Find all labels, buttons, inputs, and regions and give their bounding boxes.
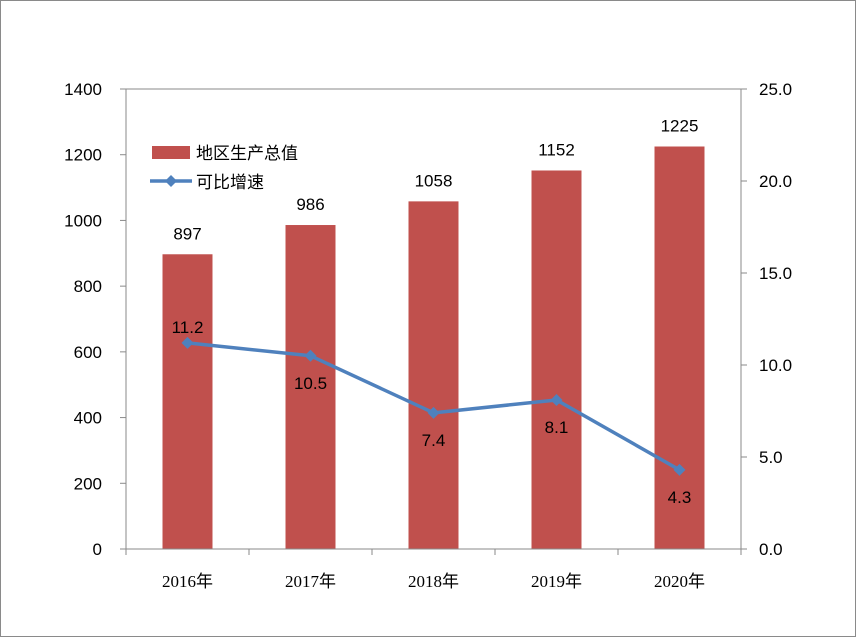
right-tick-label: 20.0 <box>759 172 792 191</box>
legend: 地区生产总值 可比增速 <box>150 144 298 193</box>
right-axis: 0.0 5.0 10.0 15.0 20.0 25.0 <box>740 80 792 559</box>
x-tick-label: 2018年 <box>408 572 459 591</box>
left-tick-label: 1200 <box>64 146 102 165</box>
right-tick-label: 10.0 <box>759 356 792 375</box>
line-value-label: 4.3 <box>668 488 692 507</box>
line-value-label: 11.2 <box>172 318 204 337</box>
line-data-labels: 11.2 10.5 7.4 8.1 4.3 <box>172 318 692 507</box>
left-tick-label: 800 <box>74 277 102 296</box>
x-axis: 2016年 2017年 2018年 2019年 2020年 <box>125 548 742 591</box>
bar-1 <box>285 225 336 549</box>
right-tick-label: 15.0 <box>759 264 792 283</box>
legend-label-growth: 可比增速 <box>196 173 264 193</box>
legend-marker-growth <box>165 175 177 187</box>
legend-label-gdp: 地区生产总值 <box>196 144 298 164</box>
left-tick-label: 400 <box>74 409 102 428</box>
left-axis: 0 200 400 600 800 1000 1200 1400 <box>64 80 127 559</box>
right-tick-label: 25.0 <box>759 80 792 99</box>
legend-swatch-gdp <box>152 146 190 159</box>
right-tick-label: 0.0 <box>759 540 783 559</box>
x-tick-label: 2016年 <box>162 572 213 591</box>
line-value-label: 7.4 <box>422 431 446 450</box>
line-value-label: 10.5 <box>294 374 327 393</box>
left-tick-label: 0 <box>93 540 102 559</box>
line-marker-3 <box>550 393 563 406</box>
left-tick-label: 600 <box>74 343 102 362</box>
line-value-label: 8.1 <box>545 418 569 437</box>
bar-value-label: 1152 <box>538 140 575 159</box>
line-marker-4 <box>673 463 686 476</box>
bar-value-label: 897 <box>173 224 201 243</box>
bar-value-label: 1058 <box>415 171 453 190</box>
growth-line <box>181 336 686 476</box>
x-tick-label: 2019年 <box>531 572 582 591</box>
left-tick-label: 200 <box>74 474 102 493</box>
left-tick-label: 1000 <box>64 211 102 230</box>
x-tick-label: 2017年 <box>285 572 336 591</box>
bar-4 <box>654 146 705 549</box>
bar-2 <box>408 201 459 549</box>
right-tick-label: 5.0 <box>759 448 783 467</box>
line-marker-0 <box>181 336 194 349</box>
gdp-bars <box>162 146 705 549</box>
x-tick-label: 2020年 <box>654 572 705 591</box>
bar-3 <box>531 170 582 549</box>
bar-value-label: 986 <box>296 195 324 214</box>
bar-data-labels: 897 986 1058 1152 1225 <box>173 117 698 244</box>
bar-value-label: 1225 <box>661 117 699 136</box>
bar-0 <box>162 254 213 549</box>
line-marker-2 <box>427 406 440 419</box>
line-marker-1 <box>304 349 317 362</box>
left-tick-label: 1400 <box>64 80 102 99</box>
